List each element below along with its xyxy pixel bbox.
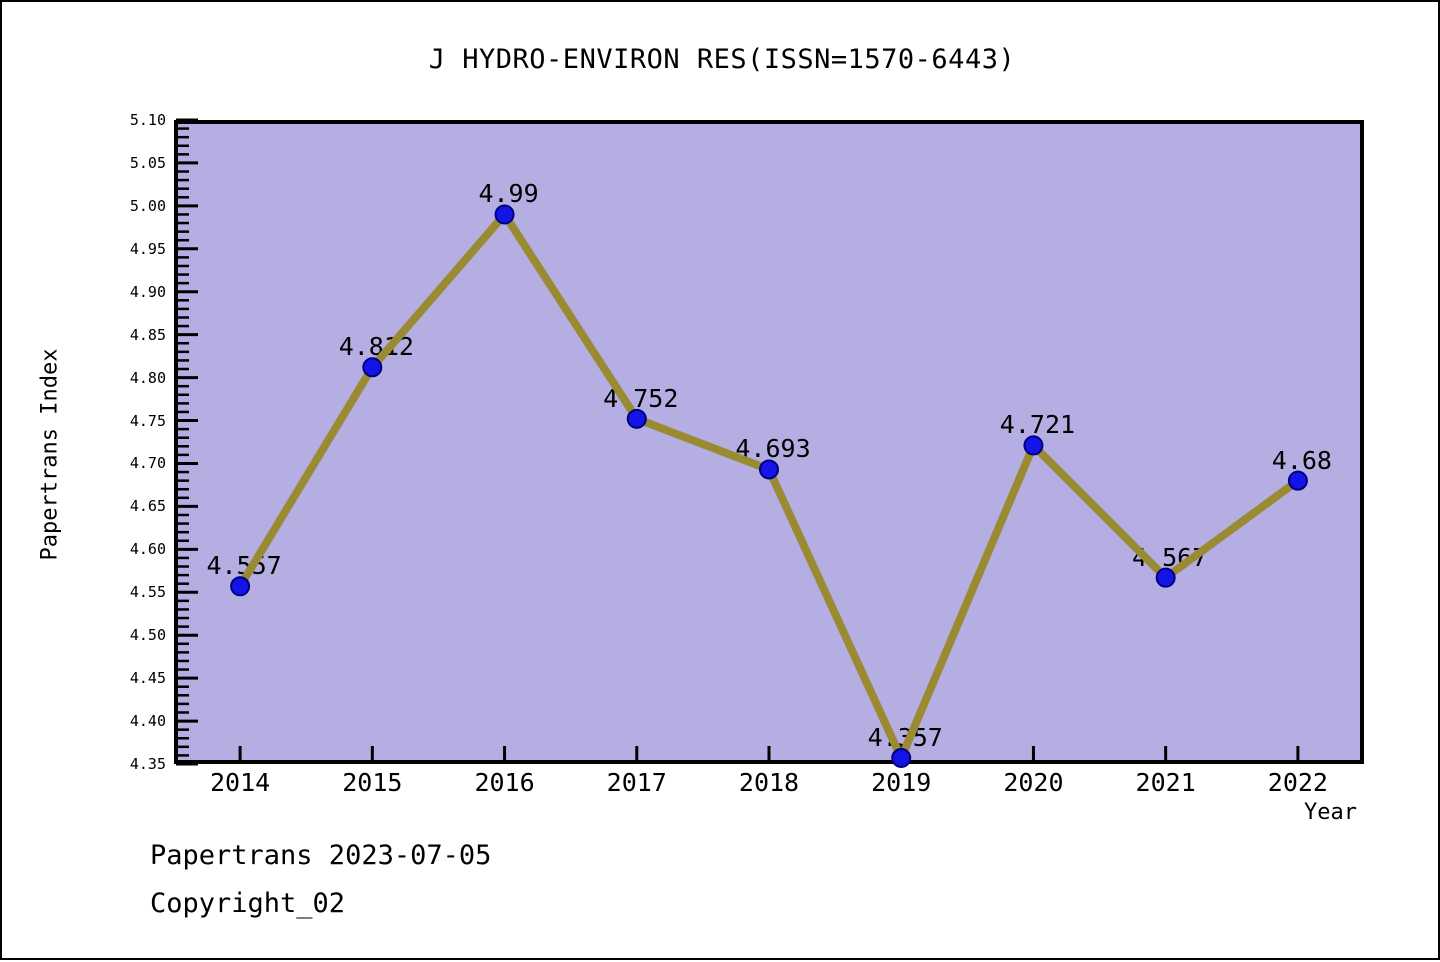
y-axis-tick-label: 5.00 <box>129 196 166 215</box>
page-title: J HYDRO-ENVIRON RES(ISSN=1570-6443) <box>428 44 1016 75</box>
x-axis-tick-label: 2017 <box>606 768 667 797</box>
y-axis-tick-label: 4.45 <box>129 669 166 688</box>
x-axis-tick-label: 2014 <box>210 768 271 797</box>
y-axis-tick-label: 4.85 <box>129 325 166 344</box>
x-axis-tick-label: 2020 <box>1003 768 1064 797</box>
y-axis-tick-label: 4.60 <box>129 540 166 559</box>
data-point-label: 4.752 <box>603 383 679 413</box>
x-axis-tick-label: 2016 <box>474 768 535 797</box>
data-point-label: 4.567 <box>1132 542 1208 572</box>
data-point-label: 4.68 <box>1271 445 1332 475</box>
y-axis-tick-labels: 5.10 5.05 5.00 4.95 4.90 4.85 4.80 4.75 4.70 4.65… <box>110 2 166 962</box>
y-axis-title: Papertrans Index <box>37 348 63 561</box>
y-axis-tick-label: 4.95 <box>129 239 166 258</box>
x-axis-tick-label: 2021 <box>1135 768 1196 797</box>
footer-source-line: Papertrans 2023-07-05 <box>150 840 492 871</box>
y-axis-tick-label: 5.05 <box>129 153 166 172</box>
y-axis-tick-label: 5.10 <box>129 111 166 129</box>
data-point-label: 4.357 <box>867 722 943 752</box>
x-axis-tick-label: 2015 <box>342 768 403 797</box>
y-axis-tick-label: 4.75 <box>129 411 166 430</box>
data-point-label: 4.812 <box>338 332 414 362</box>
data-point-label: 4.721 <box>999 410 1076 440</box>
data-point-label: 4.693 <box>735 434 811 464</box>
data-point-label: 4.557 <box>206 551 282 581</box>
y-axis-tick-label: 4.65 <box>129 497 166 516</box>
y-axis-tick-label: 4.40 <box>129 712 166 731</box>
x-axis-title: Year <box>1304 800 1357 825</box>
y-axis-tick-label: 4.90 <box>129 282 166 301</box>
y-axis-tick-label: 4.80 <box>129 368 166 387</box>
y-axis-tick-label: 4.35 <box>129 755 166 773</box>
footer-copyright-line: Copyright_02 <box>150 888 346 919</box>
x-axis-tick-label: 2022 <box>1267 768 1328 797</box>
y-axis-tick-label: 4.50 <box>129 626 166 645</box>
x-axis-tick-label: 2018 <box>738 768 800 797</box>
x-axis-tick-label: 2019 <box>871 768 932 797</box>
data-point-label: 4.99 <box>478 179 539 209</box>
y-axis-tick-label: 4.55 <box>129 583 166 602</box>
y-axis-tick-label: 4.70 <box>129 454 166 473</box>
